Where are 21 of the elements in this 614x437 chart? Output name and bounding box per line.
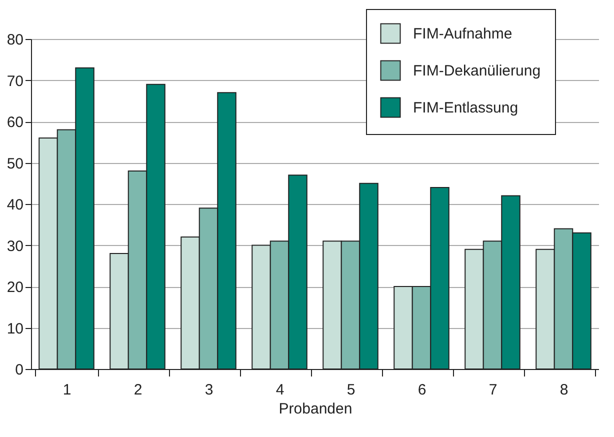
- y-tick-label: 0: [15, 362, 24, 378]
- y-tick-label: 60: [6, 114, 24, 131]
- y-tick-label: 20: [6, 279, 24, 296]
- x-tick-label: 1: [62, 382, 72, 398]
- y-tick-label: 80: [6, 32, 24, 48]
- y-tick-label: 40: [6, 196, 24, 214]
- x-tick-label: 4: [276, 382, 284, 398]
- x-tick-label: 8: [560, 382, 568, 398]
- legend-label: FIM-Aufnahme: [413, 26, 512, 42]
- x-tick-label: 2: [134, 382, 142, 398]
- legend-label: FIM-Entlassung: [413, 100, 518, 116]
- x-tick-label: 5: [346, 382, 356, 398]
- x-tick-label: 3: [204, 382, 214, 398]
- y-tick-label: 50: [6, 155, 24, 172]
- x-axis-title: Probanden: [278, 400, 352, 418]
- y-tick-label: 10: [6, 320, 24, 338]
- legend-label: FIM-Dekanülierung: [413, 62, 541, 80]
- y-tick-label: 30: [6, 238, 24, 255]
- y-tick-label: 70: [6, 72, 24, 90]
- x-tick-label: 6: [418, 382, 426, 398]
- x-tick-label: 7: [488, 382, 498, 398]
